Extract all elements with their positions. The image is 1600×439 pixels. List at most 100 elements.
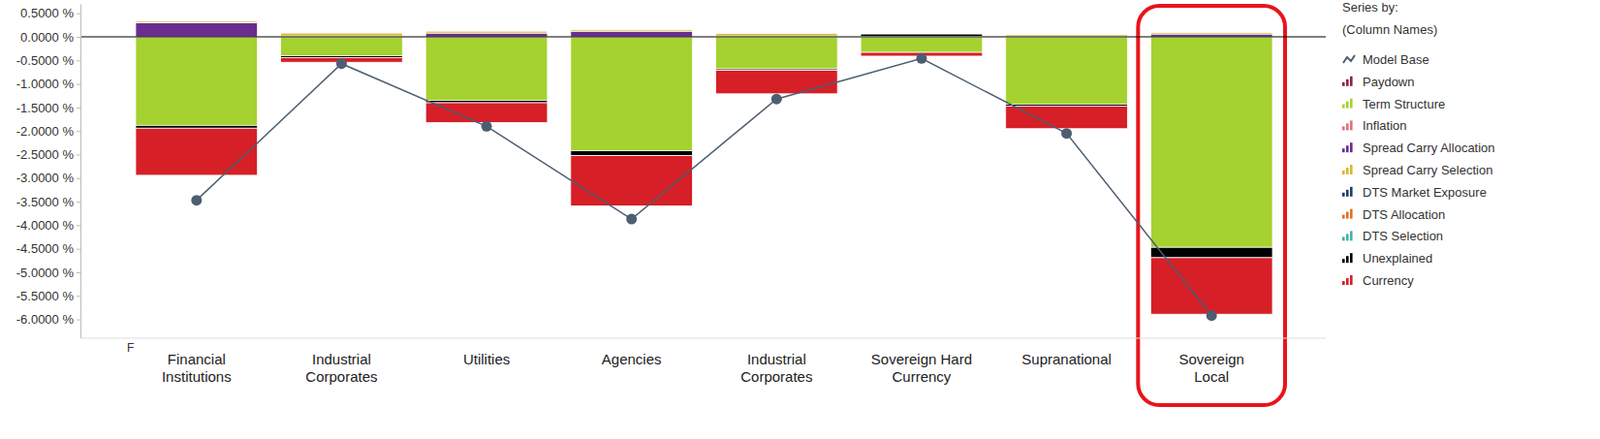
legend-icon bbox=[1346, 212, 1350, 220]
annotation: F bbox=[126, 341, 134, 355]
x-tick: Supranational bbox=[1021, 350, 1112, 368]
y-tick: -4.5000 % bbox=[16, 241, 81, 256]
legend-icon bbox=[1346, 167, 1350, 175]
y-tick: -0.5000 % bbox=[16, 53, 81, 68]
bar bbox=[570, 36, 693, 152]
y-tick-mark bbox=[76, 130, 81, 132]
legend-item: Spread Carry Allocation bbox=[1342, 140, 1496, 156]
y-tick-mark bbox=[76, 60, 81, 62]
y-tick-mark bbox=[76, 319, 81, 321]
y-tick-label: -2.5000 % bbox=[16, 147, 75, 162]
y-tick-label: -3.5000 % bbox=[16, 194, 75, 210]
bar bbox=[860, 33, 983, 36]
point bbox=[481, 121, 493, 132]
bar bbox=[570, 155, 693, 206]
point bbox=[190, 194, 202, 206]
legend-label: Spread Carry Allocation bbox=[1362, 140, 1496, 156]
legend-icon bbox=[1346, 101, 1350, 109]
bar bbox=[425, 32, 548, 37]
bar bbox=[570, 151, 693, 157]
point bbox=[626, 214, 637, 225]
bar bbox=[570, 31, 693, 37]
x-tick: FinancialInstitutions bbox=[161, 350, 232, 385]
chart: 0.5000 % 0.0000 % -0.5000 % -1.0000 % -1.500… bbox=[0, 0, 1600, 439]
y-axis-line bbox=[80, 4, 82, 340]
legend-item: Unexplained bbox=[1342, 250, 1433, 266]
x-tick: Sovereign HardCurrency bbox=[871, 350, 973, 385]
legend-item: Spread Carry Selection bbox=[1342, 162, 1493, 178]
legend-icon bbox=[1342, 170, 1346, 175]
y-tick-label: -4.5000 % bbox=[16, 241, 75, 256]
y-tick-mark bbox=[76, 224, 81, 226]
legend-icon bbox=[1349, 164, 1353, 175]
bar bbox=[1150, 32, 1273, 34]
bar bbox=[715, 33, 838, 36]
bar bbox=[425, 36, 548, 101]
legend-icon bbox=[1349, 275, 1353, 285]
legend-icon bbox=[1346, 278, 1350, 285]
bar bbox=[281, 32, 404, 36]
y-tick: -5.5000 % bbox=[16, 288, 81, 304]
y-tick-label: -3.0000 % bbox=[16, 170, 75, 186]
legend-icon bbox=[1349, 252, 1353, 263]
legend: Series by:(Column Names)Model BasePaydow… bbox=[1342, 0, 1496, 288]
legend-label: Model Base bbox=[1362, 52, 1430, 67]
legend-icon bbox=[1342, 192, 1346, 197]
legend-label: Unexplained bbox=[1362, 250, 1433, 266]
legend-label: Paydown bbox=[1362, 74, 1414, 90]
bar bbox=[135, 22, 258, 37]
x-tick-label: Sovereign HardCurrency bbox=[871, 350, 973, 385]
bar bbox=[1005, 105, 1129, 128]
point bbox=[336, 58, 347, 69]
legend-label: DTS Selection bbox=[1362, 228, 1444, 244]
bar bbox=[715, 36, 838, 69]
y-tick: -4.0000 % bbox=[16, 218, 81, 233]
y-tick-label: 0.5000 % bbox=[20, 5, 74, 21]
y-tick: 0.0000 % bbox=[20, 30, 81, 45]
legend-icon bbox=[1343, 55, 1355, 63]
x-tick-label: IndustrialCorporates bbox=[305, 350, 377, 385]
legend-item: DTS Market Exposure bbox=[1342, 185, 1487, 200]
y-tick: -3.5000 % bbox=[16, 194, 81, 210]
y-tick-mark bbox=[76, 201, 81, 203]
highlight-box bbox=[1137, 5, 1286, 406]
y-tick: -5.0000 % bbox=[16, 265, 81, 281]
legend-icon bbox=[1349, 187, 1353, 197]
bar bbox=[135, 21, 258, 23]
legend-icon bbox=[1342, 215, 1346, 220]
y-tick-mark bbox=[76, 36, 81, 38]
x-tick-label: IndustrialCorporates bbox=[740, 350, 813, 385]
point bbox=[771, 94, 783, 105]
bar bbox=[1005, 36, 1129, 104]
x-tick: IndustrialCorporates bbox=[740, 350, 813, 385]
legend-icon bbox=[1342, 148, 1346, 153]
bar bbox=[715, 70, 838, 95]
line bbox=[196, 58, 1212, 315]
y-tick: -6.0000 % bbox=[16, 312, 81, 327]
y-tick-mark bbox=[76, 295, 81, 297]
legend-item: DTS Allocation bbox=[1342, 207, 1445, 222]
legend-label: Inflation bbox=[1362, 118, 1408, 133]
y-tick: -1.0000 % bbox=[16, 76, 81, 92]
y-tick-label: -5.5000 % bbox=[16, 288, 75, 304]
legend-icon bbox=[1346, 79, 1350, 87]
legend-icon bbox=[1342, 104, 1346, 109]
bar bbox=[1150, 36, 1273, 248]
legend-label: Spread Carry Selection bbox=[1362, 162, 1493, 178]
legend-icon bbox=[1346, 145, 1350, 153]
legend-label: Currency bbox=[1362, 273, 1414, 288]
lines bbox=[190, 53, 1217, 321]
legend-icon bbox=[1342, 236, 1346, 241]
legend-icon bbox=[1346, 255, 1350, 263]
legend-item: Currency bbox=[1342, 273, 1414, 288]
y-tick: -1.5000 % bbox=[16, 100, 81, 116]
legend-item: DTS Selection bbox=[1342, 228, 1444, 244]
zero-line bbox=[80, 36, 1326, 38]
legend-icon bbox=[1349, 120, 1353, 130]
legend-icon bbox=[1346, 123, 1350, 130]
y-tick-mark bbox=[76, 13, 81, 15]
legend-icon bbox=[1346, 189, 1350, 197]
x-tick-label: SovereignLocal bbox=[1178, 350, 1245, 385]
y-tick-label: -1.0000 % bbox=[16, 76, 75, 92]
legend-title: Series by: bbox=[1342, 0, 1399, 15]
